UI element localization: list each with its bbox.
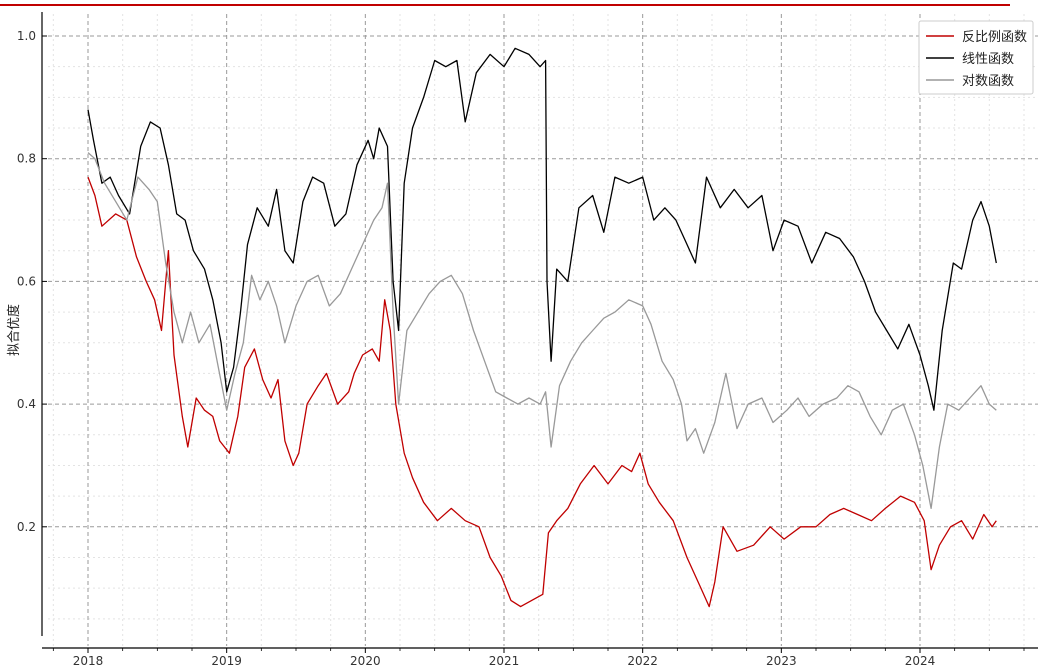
major-grid — [48, 14, 1038, 646]
series-layer — [87, 47, 997, 608]
legend-label-3: 对数函数 — [962, 74, 1014, 89]
y-tick-label: 0.4 — [17, 397, 36, 411]
y-axis-title: 拟合优度 — [6, 304, 22, 356]
tick-layer: 0.2 0.4 0.6 0.8 1.0 2018 2019 2020 2021 2022 2023 2… — [17, 29, 1025, 668]
legend-label-2: 线性函数 — [962, 52, 1014, 67]
series-line-1 — [87, 176, 997, 608]
y-tick-label: 0.8 — [17, 152, 36, 166]
y-tick-label: 1.0 — [17, 29, 36, 43]
series-line-3 — [87, 152, 997, 510]
x-tick-label: 2020 — [350, 654, 381, 668]
x-tick-label: 2018 — [73, 654, 104, 668]
series-line-2 — [87, 47, 997, 411]
y-tick-label: 0.6 — [17, 274, 36, 288]
x-tick-label: 2019 — [211, 654, 242, 668]
legend-box — [918, 20, 1034, 95]
x-tick-label: 2022 — [627, 654, 658, 668]
legend-label-1: 反比例函数 — [962, 30, 1027, 45]
x-tick-label: 2023 — [766, 654, 797, 668]
top-rule — [0, 4, 1010, 6]
minor-grid — [48, 14, 1038, 646]
y-tick-label: 0.2 — [17, 520, 36, 534]
x-tick-label: 2024 — [905, 654, 936, 668]
axes-layer — [41, 12, 1038, 649]
x-tick-label: 2021 — [489, 654, 520, 668]
